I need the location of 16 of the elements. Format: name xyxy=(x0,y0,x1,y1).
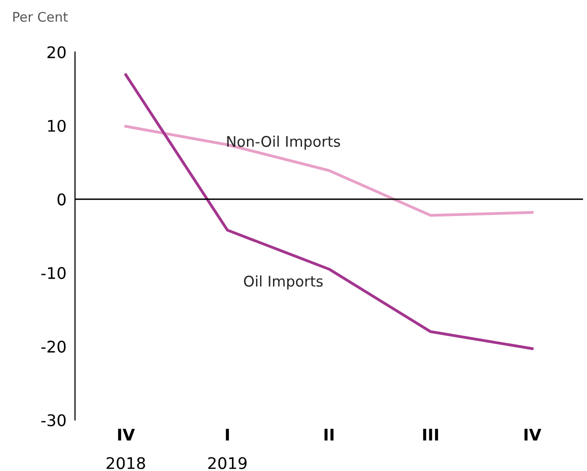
x-tick-label: III xyxy=(423,428,438,440)
y-tick-label: 20 xyxy=(48,46,66,58)
x-tick-label: II xyxy=(324,428,334,440)
y-axis-title: Per Cent xyxy=(13,12,68,22)
series-label: Oil Imports xyxy=(244,275,323,290)
y-tick-label: -20 xyxy=(41,340,66,353)
y-tick-label: -10 xyxy=(41,267,66,280)
y-tick-label: 10 xyxy=(48,120,66,132)
category-label: IV 2018 xyxy=(106,428,146,470)
line-series xyxy=(124,73,534,350)
y-tick-label: 0 xyxy=(58,193,66,206)
line-series xyxy=(124,124,534,217)
y-tick-label: -30 xyxy=(41,414,66,426)
category-label: I 2019 xyxy=(208,428,247,470)
series-label: Non-Oil Imports xyxy=(227,136,340,150)
x-tick-label: IV xyxy=(524,428,542,440)
